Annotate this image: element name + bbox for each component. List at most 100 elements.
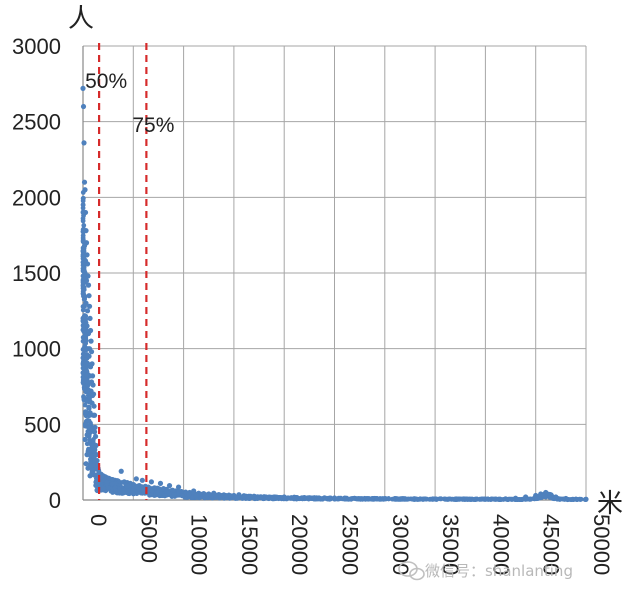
x-tick-label: 45000 bbox=[539, 514, 564, 575]
data-point bbox=[235, 495, 240, 501]
y-tick-labels: 0 500 1000 1500 2000 2500 3000 bbox=[12, 34, 61, 513]
data-point bbox=[80, 103, 87, 110]
data-point bbox=[81, 265, 87, 271]
data-point bbox=[342, 496, 348, 502]
data-point bbox=[80, 233, 86, 238]
data-point bbox=[547, 494, 553, 500]
data-point bbox=[258, 494, 264, 500]
data-point bbox=[139, 477, 145, 483]
data-point bbox=[299, 495, 305, 501]
data-point bbox=[433, 496, 439, 502]
y-tick-label: 500 bbox=[24, 412, 61, 437]
data-point bbox=[453, 496, 459, 502]
watermark: 微信号：shanlanting bbox=[398, 561, 573, 581]
data-point bbox=[87, 412, 93, 418]
data-point bbox=[422, 496, 427, 502]
data-point bbox=[82, 402, 88, 408]
data-point bbox=[80, 229, 86, 234]
data-point bbox=[83, 301, 88, 307]
data-point bbox=[84, 441, 90, 447]
data-point bbox=[491, 496, 497, 502]
data-point bbox=[166, 490, 172, 496]
data-point bbox=[83, 409, 88, 415]
x-tick-label: 50000 bbox=[589, 514, 614, 575]
data-point bbox=[213, 492, 218, 498]
data-point bbox=[80, 202, 86, 208]
data-point bbox=[291, 495, 297, 501]
x-tick-label: 10000 bbox=[187, 514, 212, 575]
x-tick-label: 40000 bbox=[488, 514, 513, 575]
data-point bbox=[316, 496, 321, 502]
data-point bbox=[534, 496, 540, 502]
data-point bbox=[81, 260, 87, 266]
data-point bbox=[118, 468, 124, 474]
data-point bbox=[80, 291, 86, 297]
data-point bbox=[242, 494, 247, 500]
data-point bbox=[88, 463, 94, 469]
data-point bbox=[80, 190, 86, 195]
data-point bbox=[86, 293, 92, 299]
data-point bbox=[509, 497, 515, 502]
x-tick-labels: 0 5000 10000 15000 20000 25000 30000 35000 40000… bbox=[86, 514, 614, 575]
data-point bbox=[148, 479, 155, 485]
y-tick-label: 0 bbox=[49, 488, 61, 513]
data-point bbox=[80, 218, 86, 224]
data-point bbox=[209, 493, 215, 499]
data-point bbox=[358, 496, 364, 502]
data-point bbox=[81, 327, 87, 333]
data-point bbox=[574, 497, 580, 503]
data-point bbox=[459, 496, 465, 502]
data-point bbox=[157, 480, 164, 486]
data-point bbox=[81, 353, 87, 359]
data-point bbox=[89, 426, 95, 432]
data-point bbox=[112, 485, 118, 491]
data-point bbox=[87, 437, 93, 443]
data-point bbox=[82, 422, 88, 427]
data-point bbox=[402, 497, 407, 502]
data-point bbox=[88, 338, 94, 344]
data-point bbox=[80, 195, 86, 201]
data-point bbox=[311, 495, 317, 501]
data-point bbox=[110, 477, 116, 482]
data-point bbox=[155, 489, 161, 495]
data-point bbox=[89, 443, 95, 449]
data-point bbox=[125, 488, 131, 494]
reference-lines: 50%75% bbox=[85, 43, 174, 500]
y-tick-label: 2500 bbox=[12, 110, 61, 135]
data-point bbox=[438, 496, 444, 502]
data-point bbox=[186, 492, 192, 498]
x-tick-label: 25000 bbox=[338, 514, 363, 575]
data-point bbox=[516, 497, 522, 502]
data-point bbox=[505, 497, 511, 503]
data-point bbox=[382, 496, 387, 502]
data-point bbox=[204, 493, 209, 499]
data-point bbox=[85, 282, 92, 288]
data-point bbox=[522, 496, 527, 502]
data-point bbox=[80, 254, 86, 260]
data-point bbox=[80, 85, 86, 91]
data-point bbox=[106, 485, 112, 491]
data-point bbox=[369, 496, 375, 502]
y-tick-label: 1000 bbox=[12, 337, 61, 362]
data-point bbox=[193, 493, 199, 498]
x-tick-label: 20000 bbox=[287, 514, 312, 575]
data-point bbox=[80, 335, 86, 340]
x-axis-label: 米 bbox=[597, 489, 623, 519]
data-point bbox=[148, 492, 154, 498]
data-point bbox=[583, 497, 589, 502]
data-point bbox=[84, 398, 90, 404]
data-point bbox=[80, 370, 86, 376]
data-point bbox=[84, 432, 90, 438]
data-point bbox=[133, 476, 139, 482]
data-point bbox=[81, 272, 87, 278]
data-point bbox=[471, 497, 477, 502]
data-point bbox=[82, 436, 88, 443]
data-point bbox=[113, 481, 118, 487]
data-point bbox=[84, 372, 90, 378]
data-point bbox=[562, 497, 567, 502]
data-point bbox=[80, 280, 86, 285]
data-point bbox=[274, 494, 279, 500]
data-point bbox=[81, 386, 87, 392]
data-point bbox=[84, 308, 91, 314]
data-point bbox=[248, 494, 253, 500]
